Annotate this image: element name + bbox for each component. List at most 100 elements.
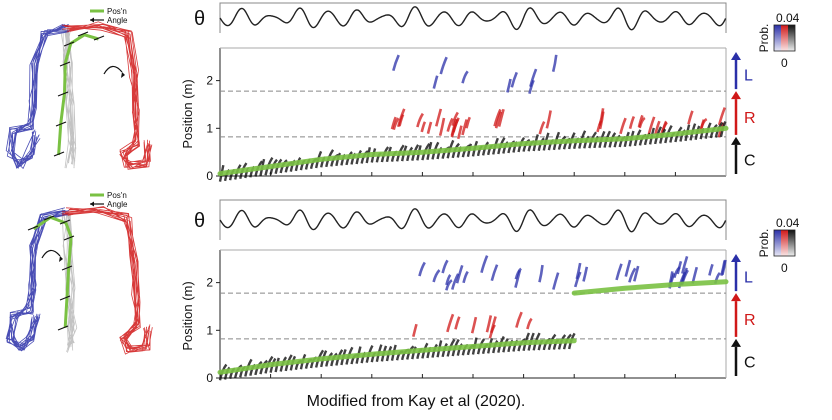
- posterior-blob: [582, 266, 589, 282]
- posterior-blob: [615, 263, 623, 281]
- posterior-blob: [573, 271, 582, 288]
- angle-arrow: [59, 61, 71, 67]
- y-tick-label: 0: [206, 371, 213, 385]
- arm-c-arrowhead: [731, 136, 741, 145]
- posterior-blob: [506, 78, 512, 93]
- arm-l-arrowhead: [731, 52, 741, 60]
- posterior-blob: [451, 111, 459, 127]
- posterior-blob: [485, 315, 493, 333]
- posterior-blob: [552, 272, 560, 290]
- arm-r-arrowhead: [731, 293, 741, 302]
- posterior-blob: [490, 264, 499, 282]
- posterior-blob: [538, 264, 544, 283]
- posterior-blob: [526, 317, 533, 330]
- left-arm-trace: [5, 23, 71, 170]
- trajectory-trace: [57, 33, 99, 156]
- posterior-blob: [470, 316, 478, 334]
- theta-label: θ: [194, 210, 205, 232]
- arm-c-arrowhead: [731, 338, 741, 347]
- panel-bottom: θ 0 1 2 Position (m) C R L: [180, 199, 756, 385]
- posterior-blob: [538, 121, 546, 135]
- legend-angle-label: Angle: [107, 200, 128, 209]
- posterior-blob: [445, 273, 452, 286]
- colorbar-max-label: 0.04: [776, 216, 800, 230]
- angle-arrow: [63, 41, 75, 47]
- y-tick-label: 2: [206, 74, 213, 88]
- theta-trace: [219, 6, 727, 31]
- colorbar-frame: [773, 24, 796, 52]
- posterior-blob: [514, 270, 522, 288]
- legend-angle-arrowhead: [90, 17, 94, 23]
- direction-arrow: [103, 65, 123, 75]
- posterior-blob: [456, 125, 463, 140]
- y-axis-label: Position (m): [180, 281, 195, 350]
- arm-r-arrowhead: [731, 91, 741, 100]
- posterior-blob: [412, 323, 418, 338]
- caption: Modified from Kay et al (2020).: [306, 393, 526, 410]
- colorbar-swatch: [781, 230, 788, 256]
- arm-r-label: R: [744, 110, 756, 127]
- legend-position-label: Pos'n: [107, 191, 127, 200]
- arm-c-label: C: [744, 152, 756, 169]
- colorbar-frame: [773, 229, 796, 257]
- y-axis-label: Position (m): [180, 79, 195, 148]
- direction-arrowhead: [121, 72, 125, 78]
- angle-arrow: [63, 235, 75, 241]
- arm-l-arrowhead: [731, 254, 741, 262]
- center-arm-trace: [60, 24, 77, 169]
- y-tick-label: 0: [206, 169, 213, 183]
- colorbar-min-label: 0: [781, 56, 788, 70]
- posterior-blob: [575, 262, 582, 280]
- posterior-blob: [497, 108, 505, 127]
- posterior-blob: [418, 261, 426, 277]
- posterior-blob: [717, 107, 727, 126]
- posterior-blob: [624, 259, 632, 277]
- angle-arrow: [77, 31, 89, 37]
- position-series-line: [571, 279, 729, 296]
- angle-arrow: [55, 121, 67, 127]
- theta-frame: [219, 199, 727, 240]
- posterior-blob: [480, 255, 489, 274]
- legend-position-label: Pos'n: [107, 7, 127, 16]
- angle-arrow: [59, 295, 71, 301]
- posterior-blob: [633, 265, 640, 282]
- arm-r-label: R: [744, 312, 756, 329]
- posterior-blob: [628, 267, 637, 283]
- posterior-blob: [720, 260, 726, 276]
- posterior-blob: [455, 264, 464, 284]
- arm-l-label: L: [744, 68, 753, 85]
- right-arm-trace: [61, 21, 153, 170]
- posterior-blob: [452, 117, 460, 133]
- posterior-blob: [494, 111, 503, 129]
- posterior-blob: [446, 313, 455, 333]
- posterior-blob: [493, 108, 502, 127]
- posterior-blob: [392, 117, 400, 130]
- posterior-blob: [619, 117, 627, 135]
- legend-angle-label: Angle: [107, 16, 128, 25]
- colorbar-swatch: [774, 25, 781, 51]
- posterior-blob: [439, 56, 448, 75]
- y-tick-label: 1: [206, 323, 213, 337]
- position-series-line: [217, 338, 577, 375]
- posterior-blob: [461, 119, 468, 136]
- theta-trace: [219, 208, 727, 233]
- posterior-blob: [687, 110, 694, 125]
- posterior-blob: [708, 263, 714, 276]
- posterior-blob: [598, 111, 605, 130]
- posterior-blob: [489, 316, 497, 334]
- posterior-blob: [432, 75, 439, 89]
- angle-arrow: [93, 35, 105, 41]
- angle-arrow: [59, 219, 71, 225]
- angle-arrow: [27, 225, 39, 231]
- posterior-blob: [432, 269, 441, 283]
- angle-arrow: [57, 325, 69, 331]
- posterior-blob: [528, 79, 535, 95]
- y-tick-label: 2: [206, 276, 213, 290]
- posterior-blob: [545, 110, 552, 129]
- posterior-blob: [446, 117, 454, 132]
- angle-arrow: [61, 265, 73, 271]
- angle-arrow: [43, 215, 55, 221]
- posterior-blob: [654, 120, 661, 135]
